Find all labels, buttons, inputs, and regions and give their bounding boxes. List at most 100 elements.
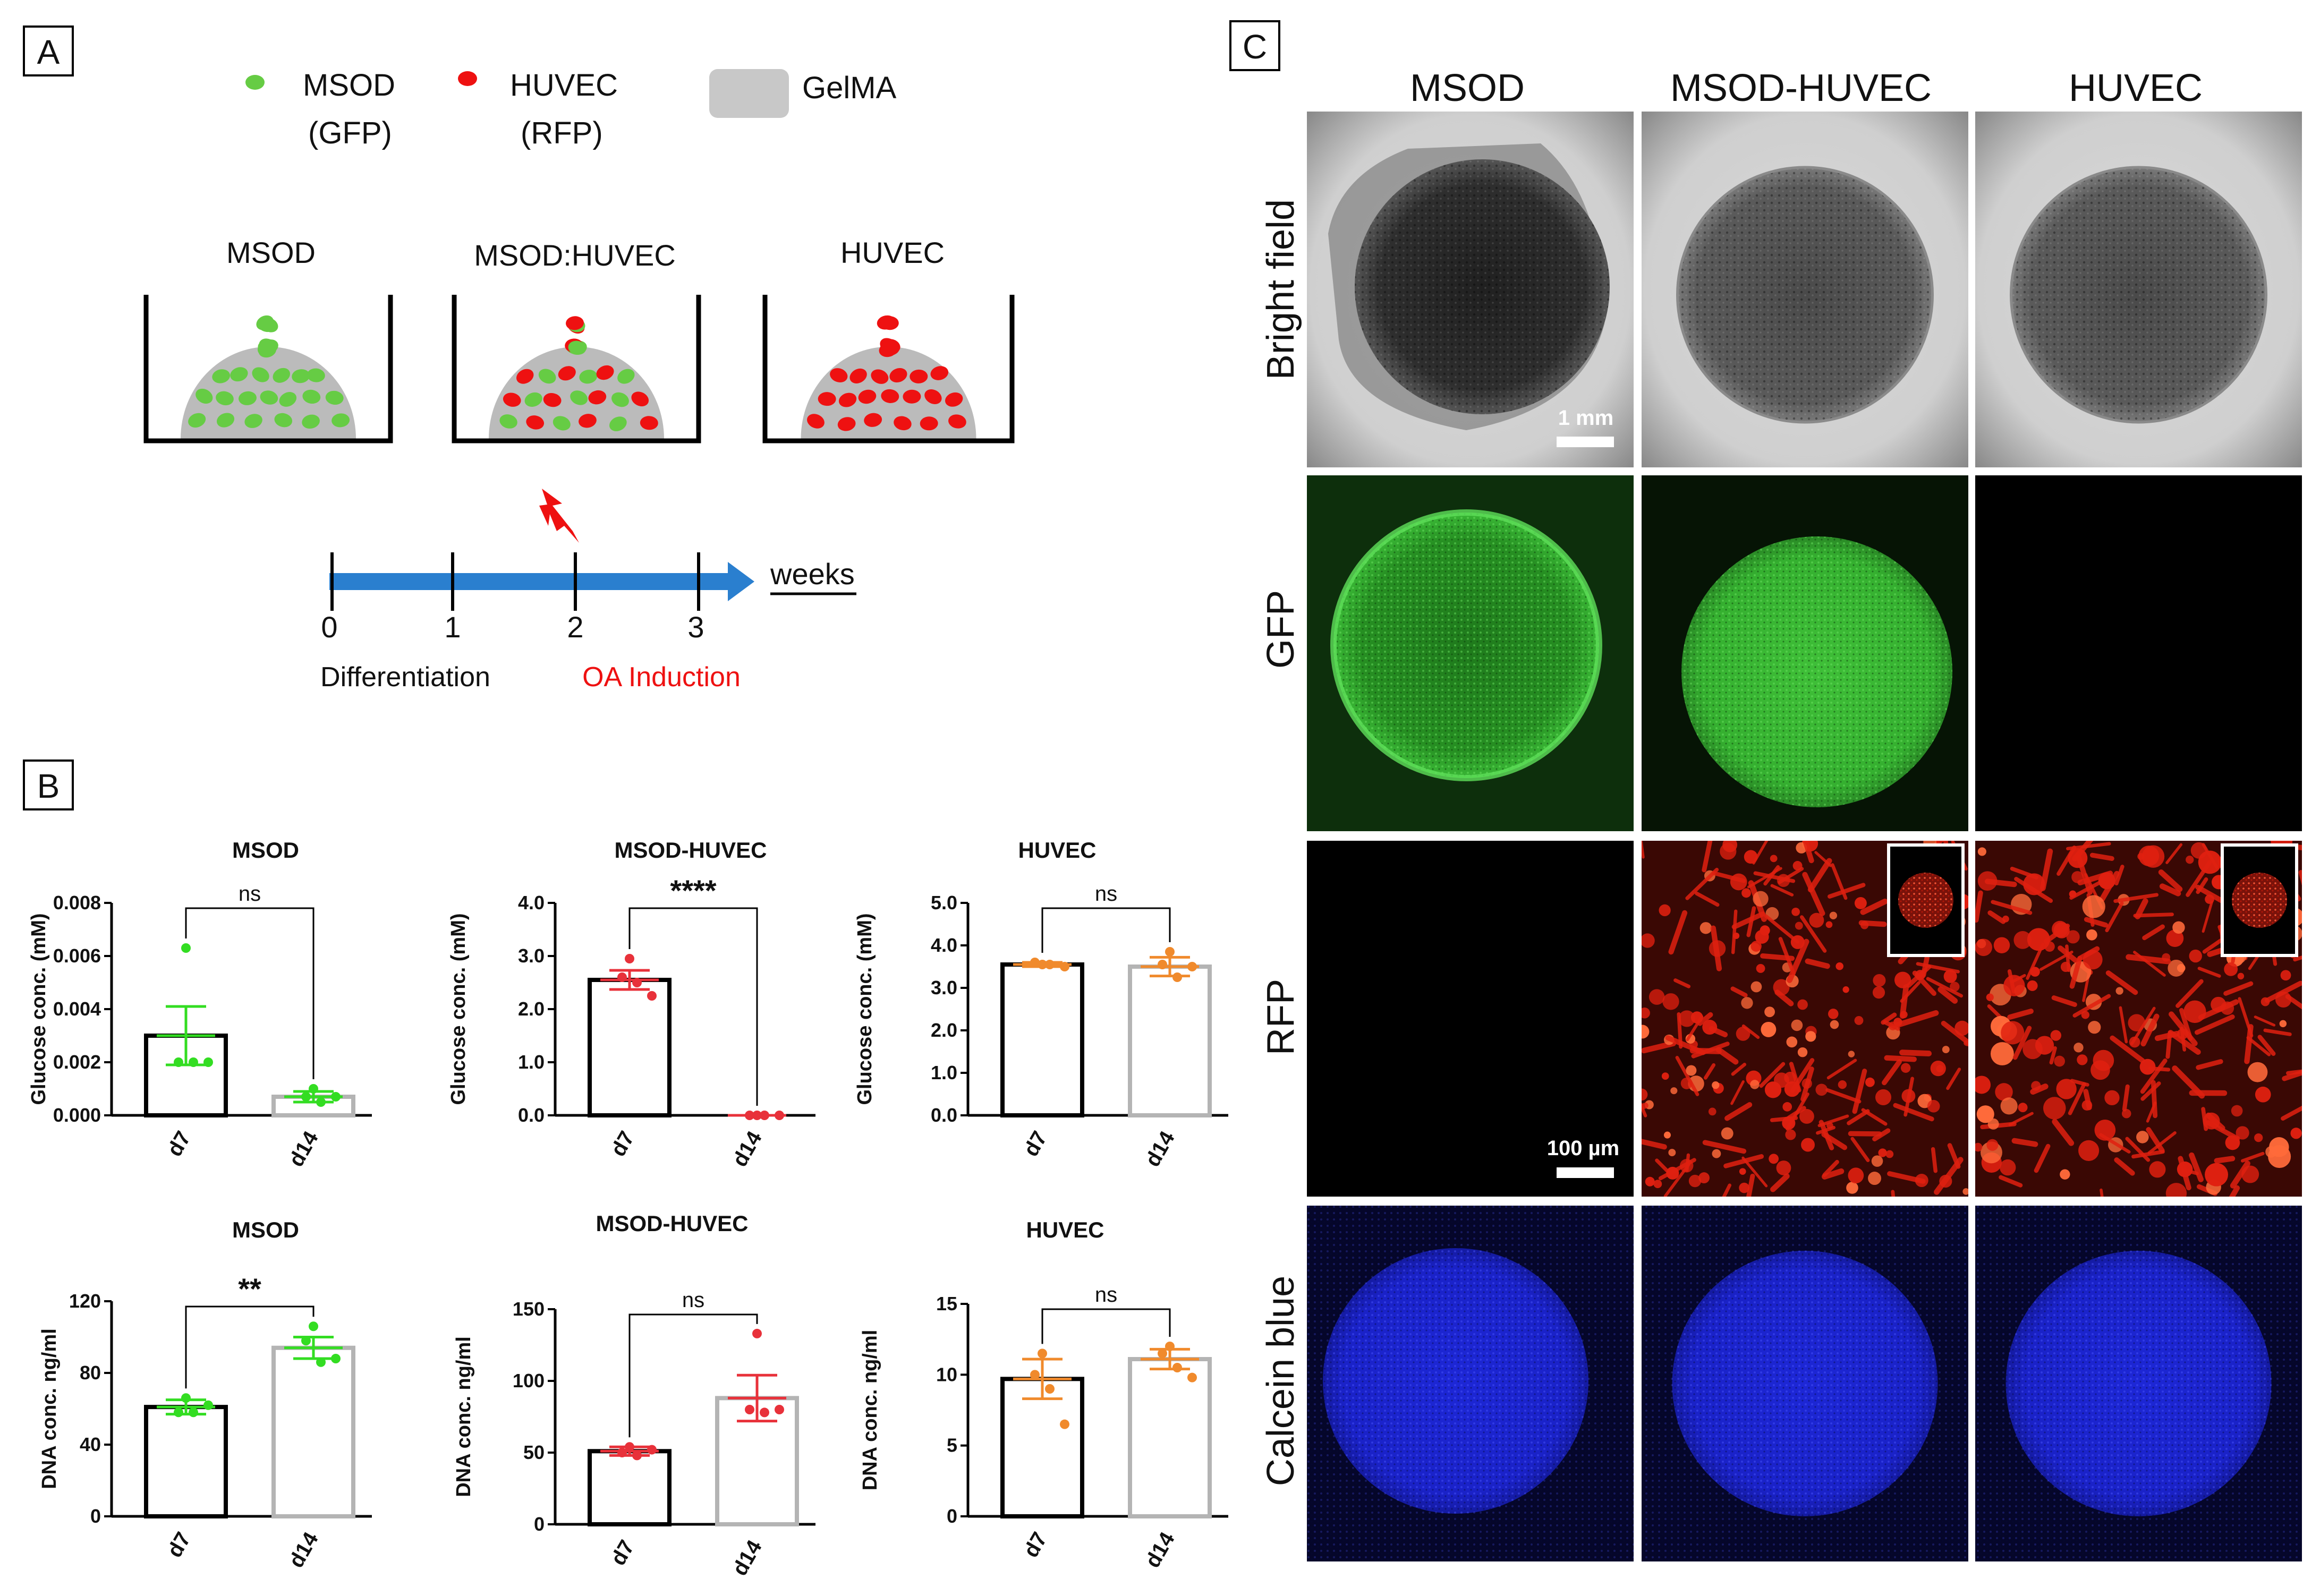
rfp-cell [2172, 921, 2185, 934]
rfp-network [1848, 1131, 1882, 1137]
scale-bar-label-100um: 100 µm [1547, 1137, 1619, 1160]
rfp-cell [1698, 1172, 1710, 1184]
lightning-bolt-icon [539, 489, 579, 543]
timeline-tick-label: 2 [567, 610, 583, 644]
x-category-label: d14 [1141, 1528, 1179, 1572]
msod-cell-icon [325, 390, 344, 405]
rfp-cell [1987, 1118, 1999, 1130]
rfp-network [1731, 1063, 1747, 1076]
rfp-network [1746, 1173, 1755, 1197]
legend-label-huvec: HUVEC [510, 68, 618, 103]
rfp-network [1663, 1163, 1690, 1197]
rfp-cell [1976, 1105, 1994, 1123]
rfp-network [1722, 1183, 1732, 1197]
rfp-cell [2236, 1126, 2249, 1140]
gelma-block-icon [709, 69, 789, 118]
rfp-cell [2241, 1165, 2259, 1183]
rfp-cell [1670, 1087, 1678, 1095]
rfp-network [1817, 1114, 1849, 1128]
y-tick-label: 40 [80, 1433, 101, 1455]
rfp-cell [1653, 1180, 1662, 1189]
micrograph-tile [1975, 112, 2302, 467]
panel-a-letter: A [37, 33, 60, 71]
rfp-network [2146, 1127, 2165, 1154]
rfp-cell [2104, 1090, 2120, 1106]
bar-d7 [144, 1405, 228, 1518]
rfp-network [1984, 878, 2017, 887]
huvec-cell-icon [881, 389, 899, 403]
rfp-cell [2128, 1014, 2146, 1032]
rfp-cell [1838, 1080, 1847, 1089]
disc-texture [1677, 167, 1933, 422]
rfp-cell [2166, 929, 2184, 948]
panel-c: C MSOD MSOD-HUVEC HUVEC Bright field GFP… [1229, 20, 2302, 1561]
rfp-network [2194, 1014, 2235, 1035]
data-point [760, 1407, 769, 1418]
rfp-network [2151, 1080, 2158, 1119]
rfp-cell [2027, 980, 2038, 991]
rfp-network [1741, 1156, 1768, 1188]
rfp-network [2069, 955, 2083, 989]
well-outline [762, 295, 1015, 443]
huvec-cell-icon [880, 341, 898, 355]
rfp-cell [1846, 1182, 1858, 1194]
rfp-cell [2211, 996, 2226, 1012]
rfp-network [2154, 1031, 2180, 1042]
rfp-cell [2205, 1163, 2229, 1187]
data-point [1038, 960, 1047, 969]
rfp-cell [2168, 959, 2185, 977]
rfp-network [2140, 1081, 2161, 1101]
rfp-network [1926, 977, 1963, 998]
rfp-network [2202, 938, 2223, 954]
msod-cell-icon [244, 414, 262, 428]
significance-label: ** [238, 1272, 261, 1305]
y-tick-label: 1.0 [518, 1051, 545, 1073]
rfp-cell [1799, 1109, 1814, 1124]
rfp-cell [2231, 1105, 2243, 1117]
msod-cell-icon [188, 413, 206, 428]
rfp-network [2197, 967, 2221, 978]
rfp-network [1858, 920, 1887, 927]
rfp-cell [2060, 1169, 2070, 1180]
rfp-network [1642, 1102, 1647, 1117]
data-point [632, 1450, 642, 1461]
rfp-network [2172, 1065, 2205, 1099]
y-axis-label: DNA conc. ng/ml [453, 1336, 475, 1497]
bar-chart: MSOD DNA conc. ng/ml 0 40 80 120 d7 d14 ** [38, 1217, 372, 1572]
rfp-network [1759, 1062, 1786, 1088]
condition-label-msod: MSOD [226, 236, 316, 269]
rfp-network [2110, 1035, 2145, 1063]
data-point [1165, 947, 1175, 957]
rfp-cell [2022, 1039, 2043, 1060]
y-tick-label: 3.0 [931, 977, 957, 998]
rfp-cell [2190, 842, 2207, 859]
data-point [1030, 958, 1040, 967]
micrograph-tile [1307, 1206, 1634, 1561]
rfp-network [2008, 1112, 2034, 1126]
rfp-cell [2280, 970, 2291, 981]
chart-title: MSOD-HUVEC [596, 1211, 748, 1236]
rfp-network [1800, 1066, 1814, 1102]
significance-bracket [628, 907, 758, 1106]
rfp-network [1665, 1035, 1706, 1055]
significance-label: ns [1095, 1283, 1117, 1307]
msod-cell-icon [273, 368, 291, 383]
huvec-cell-icon [849, 368, 867, 383]
rfp-cell [2073, 1043, 2084, 1053]
rfp-network [1655, 1158, 1670, 1173]
rfp-cell [1801, 1138, 1815, 1152]
x-category-label: d14 [728, 1127, 767, 1171]
calcein-texture [1672, 1251, 1938, 1516]
data-point [174, 1407, 183, 1418]
data-point [189, 1057, 198, 1067]
msod-cell-icon [239, 391, 257, 405]
rfp-network [2229, 1185, 2240, 1197]
rfp-network [2099, 870, 2120, 902]
rfp-cell [1893, 1018, 1902, 1027]
column-header-msod: MSOD [1410, 67, 1525, 109]
rfp-network [1999, 1175, 2023, 1188]
rfp-network [1821, 1132, 1848, 1150]
msod-cell-icon [611, 392, 629, 407]
data-point [760, 1111, 769, 1120]
